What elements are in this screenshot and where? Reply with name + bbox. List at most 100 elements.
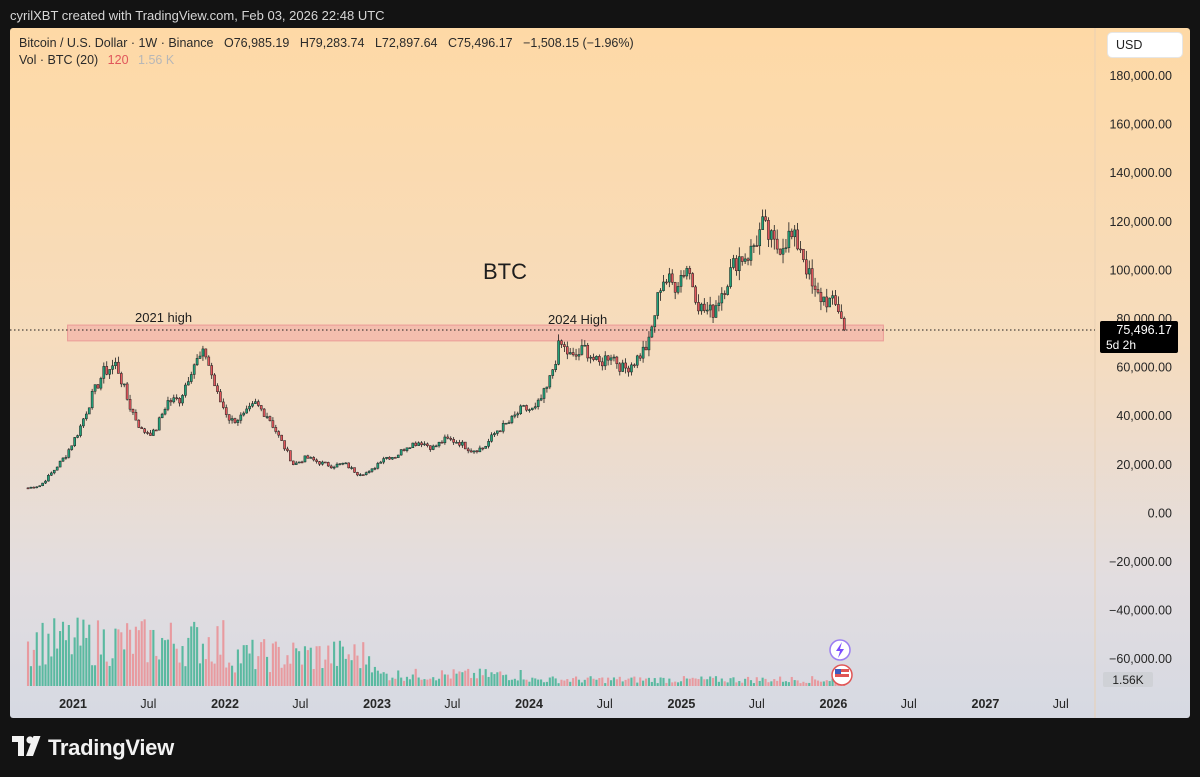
symbol-name: Bitcoin / U.S. Dollar · 1W · Binance bbox=[19, 36, 214, 50]
y-tick-label: 140,000.00 bbox=[1109, 166, 1172, 180]
candle bbox=[434, 445, 438, 448]
volume-bar bbox=[458, 671, 461, 686]
volume-bar bbox=[213, 663, 216, 686]
candle bbox=[67, 449, 71, 458]
volume-bar bbox=[70, 654, 73, 686]
volume-bar bbox=[816, 680, 820, 686]
candle bbox=[370, 468, 374, 472]
candle bbox=[376, 463, 380, 469]
candle bbox=[169, 400, 173, 403]
volume-bar bbox=[47, 633, 50, 686]
volume-bar bbox=[216, 626, 219, 686]
volume-bar bbox=[589, 676, 592, 686]
volume-bar bbox=[41, 622, 44, 686]
symbol-legend[interactable]: Bitcoin / U.S. Dollar · 1W · Binance O76… bbox=[19, 36, 634, 50]
volume-bar bbox=[236, 649, 239, 686]
volume-bar bbox=[437, 678, 441, 686]
volume-bar bbox=[496, 672, 499, 686]
volume-bar bbox=[484, 669, 487, 686]
candle bbox=[426, 443, 429, 446]
candle bbox=[242, 412, 246, 416]
volume-bar bbox=[309, 647, 312, 686]
x-tick-label: Jul bbox=[444, 697, 460, 711]
volume-bar bbox=[88, 624, 91, 686]
volume-bar bbox=[685, 678, 688, 686]
candle bbox=[600, 361, 604, 367]
volume-bar bbox=[516, 680, 519, 686]
candle bbox=[344, 462, 348, 465]
volume-bar bbox=[152, 629, 155, 686]
candle bbox=[493, 433, 496, 436]
volume-bar bbox=[741, 682, 744, 686]
volume-bar bbox=[155, 655, 158, 686]
y-tick-label: −60,000.00 bbox=[1109, 652, 1172, 666]
volume-bar bbox=[592, 678, 595, 686]
volume-bar bbox=[105, 661, 108, 686]
candle bbox=[816, 289, 820, 293]
candle bbox=[143, 428, 146, 433]
volume-bar bbox=[417, 677, 420, 686]
volume-bar bbox=[435, 680, 438, 686]
candle bbox=[233, 418, 237, 423]
volume-bar bbox=[178, 662, 181, 686]
candle bbox=[475, 450, 479, 453]
candle bbox=[583, 344, 587, 347]
candle bbox=[531, 407, 534, 410]
volume-bar bbox=[298, 651, 301, 686]
candle bbox=[405, 447, 409, 451]
candle bbox=[274, 427, 278, 432]
volume-bar bbox=[321, 668, 324, 686]
volume-bar bbox=[557, 683, 560, 686]
volume-bar bbox=[475, 678, 479, 686]
volume-bar bbox=[388, 680, 391, 686]
volume-bar bbox=[341, 646, 344, 686]
volume-bar bbox=[709, 676, 712, 686]
candle bbox=[743, 258, 747, 262]
volume-bar bbox=[796, 680, 799, 686]
y-tick-label: −20,000.00 bbox=[1109, 555, 1172, 569]
volume-ma-tag bbox=[1103, 672, 1153, 687]
volume-bar bbox=[767, 682, 770, 686]
candle bbox=[504, 422, 508, 425]
volume-bar bbox=[650, 681, 653, 686]
candle bbox=[166, 400, 170, 410]
support-zone bbox=[67, 324, 884, 342]
candle bbox=[831, 295, 834, 299]
candle bbox=[99, 378, 103, 389]
x-tick-label: Jul bbox=[292, 697, 308, 711]
volume-bar bbox=[370, 672, 374, 686]
countdown-label: 5d 2h bbox=[1106, 338, 1136, 352]
candle bbox=[522, 405, 525, 407]
candle bbox=[82, 418, 85, 427]
candle bbox=[364, 472, 368, 475]
volume-bar bbox=[779, 676, 782, 686]
candle bbox=[711, 304, 715, 318]
candle bbox=[152, 429, 155, 436]
chart-panel[interactable]: 180,000.00 160,000.00 140,000.00 120,000.00… bbox=[10, 28, 1190, 718]
price-chart[interactable]: 180,000.00 160,000.00 140,000.00 120,000.00… bbox=[10, 28, 1190, 718]
candle bbox=[627, 367, 630, 373]
volume-bar bbox=[814, 679, 817, 686]
volume-bar bbox=[505, 674, 508, 686]
x-tick-label: Jul bbox=[749, 697, 765, 711]
candle bbox=[41, 482, 44, 487]
volume-bar bbox=[333, 641, 336, 686]
currency-button[interactable]: USD bbox=[1108, 33, 1182, 57]
candle bbox=[533, 406, 537, 409]
volume-bar bbox=[219, 654, 222, 686]
candle bbox=[204, 348, 208, 358]
candle bbox=[685, 268, 689, 277]
candle bbox=[64, 457, 68, 459]
candle bbox=[58, 460, 62, 468]
volume-bar bbox=[280, 667, 283, 686]
candle bbox=[329, 465, 333, 469]
volume-bar bbox=[732, 677, 735, 686]
volume-bar bbox=[446, 674, 449, 686]
volume-bar bbox=[187, 637, 190, 686]
candle bbox=[805, 259, 808, 275]
volume-bar bbox=[790, 676, 793, 686]
candle bbox=[586, 344, 590, 359]
volume-legend[interactable]: Vol · BTC (20) 120 1.56 K bbox=[19, 53, 174, 67]
candle bbox=[119, 373, 123, 385]
volume-bar bbox=[128, 629, 132, 686]
